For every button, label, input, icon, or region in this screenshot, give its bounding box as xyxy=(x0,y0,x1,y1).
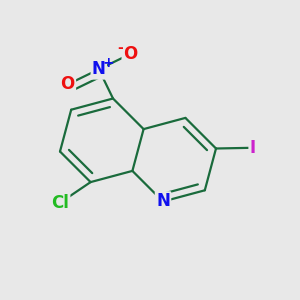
Text: N: N xyxy=(92,60,106,78)
Text: +: + xyxy=(103,56,114,70)
Text: O: O xyxy=(123,45,137,63)
Text: O: O xyxy=(61,75,75,93)
Text: I: I xyxy=(250,139,256,157)
Text: -: - xyxy=(118,40,123,55)
Text: Cl: Cl xyxy=(51,194,69,212)
Text: N: N xyxy=(156,193,170,211)
